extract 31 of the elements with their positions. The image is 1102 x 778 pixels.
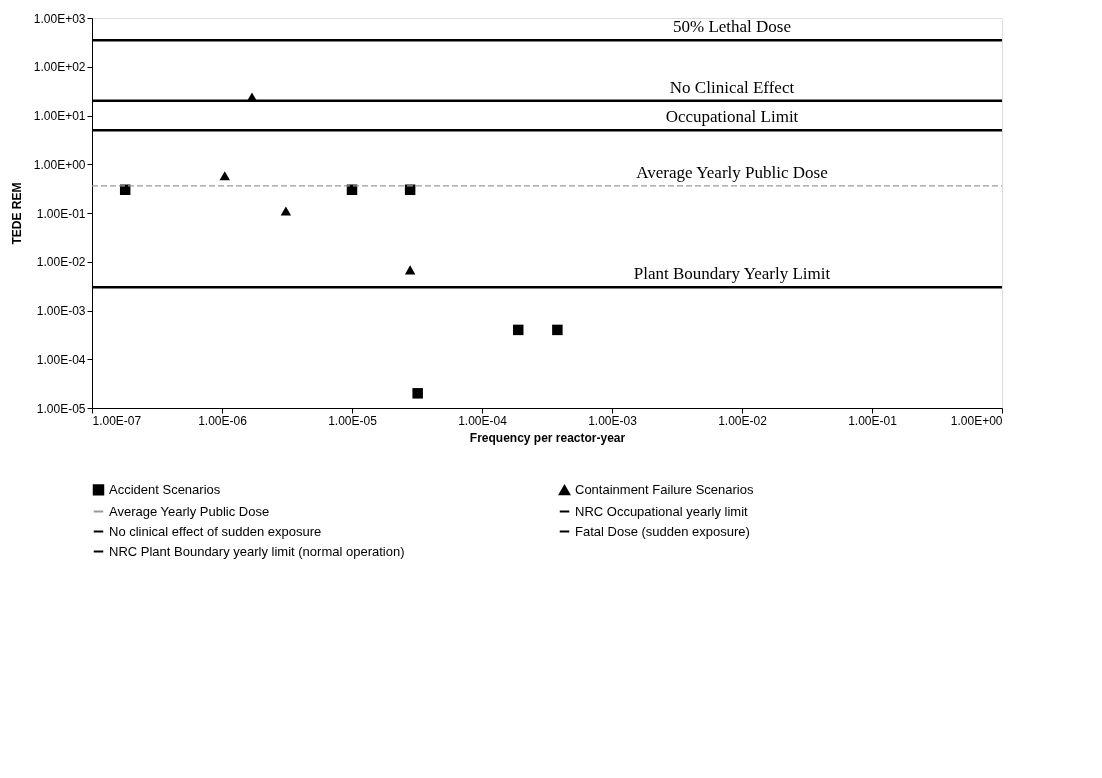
y-tick-label: 1.00E-04 [36, 352, 86, 367]
y-tick-label: 1.00E+01 [33, 109, 86, 123]
legend-label: NRC Plant Boundary yearly limit (normal operation) [109, 543, 405, 559]
annotation: Occupational Limit [665, 107, 799, 127]
legend-label: No clinical effect of sudden exposure [109, 523, 322, 539]
annotation: Average Yearly Public Dose [636, 162, 828, 182]
x-tick-label: 1.00E-06 [198, 413, 248, 428]
x-tick-label: 1.00E-02 [718, 413, 768, 428]
x-axis-title: Frequency per reactor-year [469, 430, 626, 445]
y-tick-label: 1.00E-03 [36, 304, 86, 318]
legend-label: NRC Occupational yearly limit [575, 503, 749, 519]
annotation: Plant Boundary Yearly Limit [633, 264, 831, 284]
x-tick-label: 1.00E-01 [848, 413, 898, 428]
x-tick-label: 1.00E+00 [950, 413, 1003, 428]
y-tick-label: 1.00E+00 [33, 157, 86, 172]
x-tick-label: 1.00E-07 [92, 413, 142, 428]
annotation: No Clinical Effect [669, 77, 795, 97]
legend-label: Containment Failure Scenarios [575, 482, 754, 498]
y-axis-title: TEDE REM [9, 182, 24, 245]
legend-label: Average Yearly Public Dose [109, 503, 270, 519]
legend-label: Fatal Dose (sudden exposure) [575, 523, 750, 539]
y-tick-label: 1.00E-01 [36, 206, 86, 221]
y-tick-label: 1.00E+03 [33, 11, 86, 26]
legend-label: Accident Scenarios [109, 481, 221, 497]
x-tick-label: 1.00E-05 [328, 413, 378, 428]
y-tick-label: 1.00E-05 [36, 401, 86, 416]
annotation: 50% Lethal Dose [672, 17, 792, 37]
y-tick-label: 1.00E-02 [36, 255, 86, 270]
y-tick-label: 1.00E+02 [33, 60, 86, 75]
x-tick-label: 1.00E-04 [458, 413, 508, 428]
x-tick-label: 1.00E-03 [588, 413, 638, 428]
